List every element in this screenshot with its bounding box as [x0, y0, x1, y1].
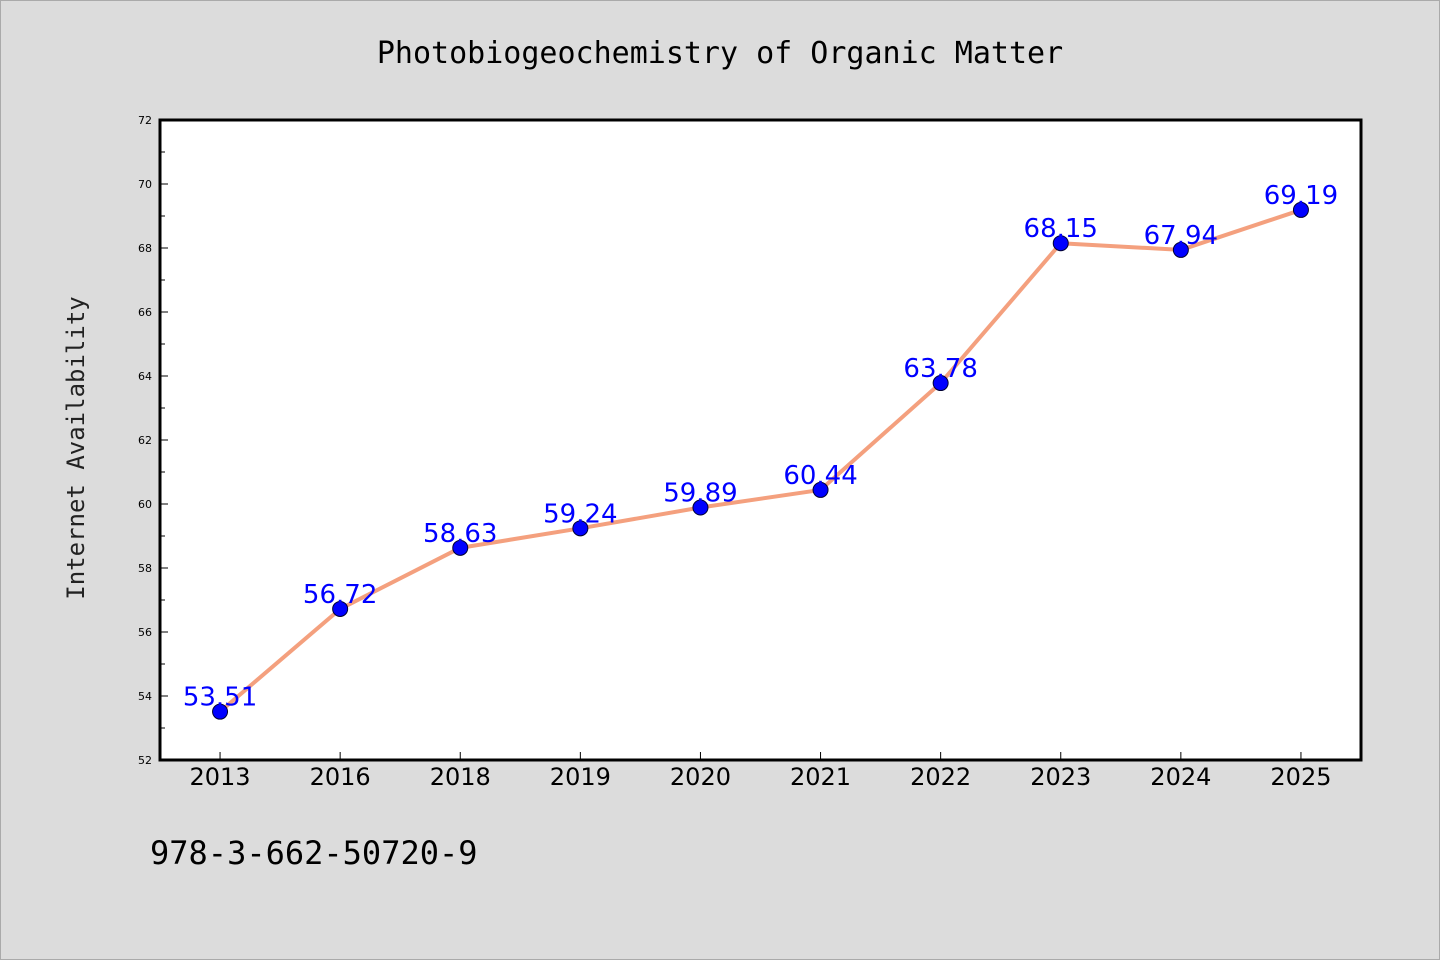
y-tick-label: 66: [138, 306, 152, 319]
data-label: 56.72: [303, 580, 377, 610]
data-point: [332, 600, 349, 617]
y-tick-label: 60: [138, 498, 152, 511]
y-axis: 52 54 56 58 60 62 64 66 68 70 72: [138, 114, 168, 767]
y-tick-label: 62: [138, 434, 152, 447]
y-axis-label: Internet Availability: [62, 296, 90, 599]
x-tick-label: 2016: [310, 763, 371, 791]
x-tick-label: 2021: [790, 763, 851, 791]
data-label: 67.94: [1144, 221, 1218, 251]
y-tick-label: 56: [138, 626, 152, 639]
plot-area: [158, 118, 1363, 762]
data-label: 60.44: [783, 461, 857, 491]
data-label: 68.15: [1024, 214, 1098, 244]
series-line: [218, 208, 1302, 714]
data-point: [692, 499, 709, 516]
data-label: 53.51: [183, 683, 257, 713]
data-point: [572, 520, 589, 537]
x-tick-label: 2020: [670, 763, 731, 791]
x-tick-label: 2018: [430, 763, 491, 791]
x-tick-label: 2024: [1150, 763, 1211, 791]
x-tick-label: 2022: [910, 763, 971, 791]
data-point: [452, 539, 469, 556]
x-tick-label: 2023: [1030, 763, 1091, 791]
y-tick-label: 70: [138, 178, 152, 191]
data-point: [1292, 201, 1309, 218]
chart-title: Photobiogeochemistry of Organic Matter: [377, 36, 1063, 71]
data-point: [932, 375, 949, 392]
y-tick-label: 68: [138, 242, 152, 255]
data-point: [1052, 235, 1069, 252]
x-tick-label: 2025: [1270, 763, 1331, 791]
y-tick-label: 58: [138, 562, 152, 575]
data-point: [1172, 241, 1189, 258]
data-label: 58.63: [423, 519, 497, 549]
x-axis: 2013 2016 2018 2019 2020 2021 2022 2023 2024 2025: [190, 752, 1331, 791]
data-label: 59.24: [543, 499, 617, 529]
data-point: [812, 481, 829, 498]
x-tick-label: 2013: [190, 763, 251, 791]
y-tick-label: 72: [138, 114, 152, 127]
x-tick-label: 2019: [550, 763, 611, 791]
y-tick-label: 54: [138, 690, 152, 703]
y-tick-label: 52: [138, 754, 152, 767]
data-label: 63.78: [903, 354, 977, 384]
footer-isbn: 978-3-662-50720-9: [150, 834, 478, 872]
y-tick-label: 64: [138, 370, 152, 383]
data-point: [212, 703, 229, 720]
data-label: 59.89: [663, 479, 737, 509]
data-label: 69.19: [1264, 181, 1338, 211]
data-labels: 53.51 56.72 58.63 59.24 59.89 60.44 63.78 68.15…: [183, 181, 1338, 713]
data-markers: [212, 201, 1309, 720]
